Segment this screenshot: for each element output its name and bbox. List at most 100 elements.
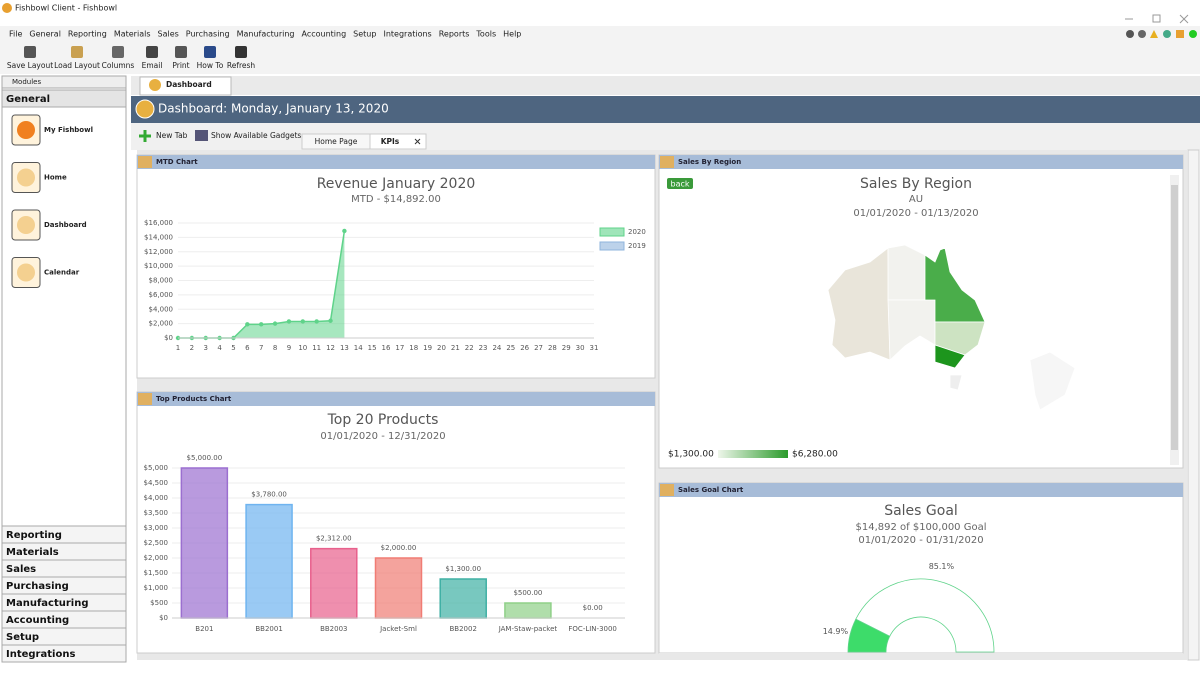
y-tick-label: $4,500: [144, 479, 169, 487]
back-button[interactable]: [667, 178, 693, 189]
x-tick-label: BB2002: [450, 625, 477, 633]
scrollbar[interactable]: [1187, 149, 1200, 661]
status-icons: [1126, 30, 1197, 38]
y-tick-label: $500: [150, 599, 168, 607]
tab-icon: [149, 79, 161, 91]
sidebar-section-label[interactable]: Sales: [6, 564, 36, 575]
dashboard-header: [131, 96, 1200, 123]
module-label[interactable]: My Fishbowl: [44, 126, 93, 134]
panel-header-icon: [660, 484, 674, 496]
toolbar-icon[interactable]: [112, 46, 124, 58]
x-tick-label: 28: [548, 344, 557, 352]
module-label[interactable]: Calendar: [44, 269, 80, 277]
menu-item[interactable]: General: [29, 30, 61, 39]
module-icon-glyph: [17, 216, 35, 234]
y-tick-label: $2,000: [149, 320, 174, 328]
toolbar-label: Columns: [102, 61, 135, 70]
menu-bar: [0, 26, 1200, 43]
module-label[interactable]: Dashboard: [44, 221, 87, 229]
region-subtitle: AU: [909, 194, 923, 205]
x-tick-label: 27: [534, 344, 543, 352]
x-tick-label: 31: [590, 344, 599, 352]
sidebar-section-label[interactable]: Reporting: [6, 530, 62, 541]
region-title: Sales By Region: [860, 176, 972, 192]
action-gadgets[interactable]: Show Available Gadgets: [211, 131, 301, 140]
sidebar-section-label[interactable]: Materials: [6, 547, 59, 558]
gauge-label: 14.9%: [823, 627, 849, 636]
panel-title: Top Products Chart: [156, 395, 232, 403]
module-label[interactable]: Home: [44, 174, 67, 182]
menu-item[interactable]: Reporting: [68, 30, 107, 39]
value-label: $1,300.00: [445, 565, 481, 573]
module-icon-glyph: [17, 263, 35, 282]
toolbar-icon[interactable]: [175, 46, 187, 58]
legend-gradient: [718, 450, 788, 458]
toolbar-icon[interactable]: [71, 46, 83, 58]
toolbar-icon[interactable]: [204, 46, 216, 58]
y-tick-label: $8,000: [149, 277, 174, 285]
x-tick-label: B201: [195, 625, 213, 633]
y-tick-label: $0: [164, 334, 173, 342]
menu-item[interactable]: Accounting: [302, 30, 347, 39]
sub-tab-label[interactable]: Home Page: [315, 137, 358, 146]
point: [286, 319, 292, 324]
menu-item[interactable]: Help: [503, 30, 521, 39]
x-tick-label: 20: [437, 344, 446, 352]
y-tick-label: $3,500: [144, 509, 169, 517]
menu-item[interactable]: File: [9, 30, 22, 39]
x-tick-label: 4: [217, 344, 222, 352]
sidebar-section-label[interactable]: Integrations: [6, 649, 75, 660]
x-tick-label: 15: [368, 344, 377, 352]
sidebar-section-label[interactable]: Purchasing: [6, 581, 69, 592]
sidebar-section-label[interactable]: Setup: [6, 632, 39, 643]
bar: [310, 547, 358, 619]
toolbar-label: Save Layout: [7, 61, 53, 70]
chart-title: Sales Goal: [884, 503, 958, 519]
close-tab-icon[interactable]: [414, 138, 421, 145]
menu-item[interactable]: Integrations: [383, 30, 431, 39]
x-tick-label: 12: [326, 344, 335, 352]
x-tick-label: 13: [340, 344, 349, 352]
toolbar-icon[interactable]: [235, 46, 247, 58]
menu-item[interactable]: Tools: [475, 30, 496, 39]
toolbar-icon[interactable]: [24, 46, 36, 58]
x-tick-label: BB2001: [255, 625, 282, 633]
sidebar-section-label[interactable]: Accounting: [6, 615, 69, 626]
value-label: $5,000.00: [187, 454, 223, 462]
chart-subtitle: MTD - $14,892.00: [351, 194, 441, 205]
x-tick-label: 11: [312, 344, 321, 352]
sub-tab-label[interactable]: KPIs: [381, 137, 400, 146]
sub-tab[interactable]: [369, 133, 427, 150]
map: [827, 244, 1076, 411]
x-tick-label: 22: [465, 344, 474, 352]
menu-item[interactable]: Purchasing: [186, 30, 230, 39]
sidebar-section[interactable]: [1, 644, 127, 663]
point: [328, 318, 333, 323]
area: [178, 230, 345, 338]
bar: [245, 503, 293, 619]
action-new-tab[interactable]: New Tab: [156, 131, 188, 140]
x-tick-label: 7: [259, 344, 263, 352]
menu-item[interactable]: Reports: [439, 30, 470, 39]
bar: [439, 578, 487, 619]
toolbar-icon[interactable]: [146, 46, 158, 58]
tab[interactable]: [139, 76, 232, 96]
bar: [504, 602, 552, 619]
chart-title: Revenue January 2020: [317, 176, 476, 192]
x-tick-label: 6: [245, 344, 250, 352]
module-icon-glyph: [17, 121, 35, 139]
gadgets-icon: [195, 130, 208, 141]
sidebar-section-label[interactable]: Manufacturing: [6, 598, 89, 609]
chart-dates: 01/01/2020 - 01/31/2020: [858, 535, 983, 546]
menu-item[interactable]: Manufacturing: [237, 30, 295, 39]
bar: [374, 557, 423, 619]
region-scroll-thumb[interactable]: [1171, 185, 1178, 450]
sidebar-header-text: Modules: [12, 78, 41, 86]
menu-item[interactable]: Sales: [157, 30, 178, 39]
toolbar-label: How To: [197, 61, 224, 70]
menu-item[interactable]: Setup: [353, 30, 376, 39]
menu-item[interactable]: Materials: [114, 30, 151, 39]
sidebar-active[interactable]: [1, 89, 127, 108]
window-controls[interactable]: [1125, 14, 1189, 24]
